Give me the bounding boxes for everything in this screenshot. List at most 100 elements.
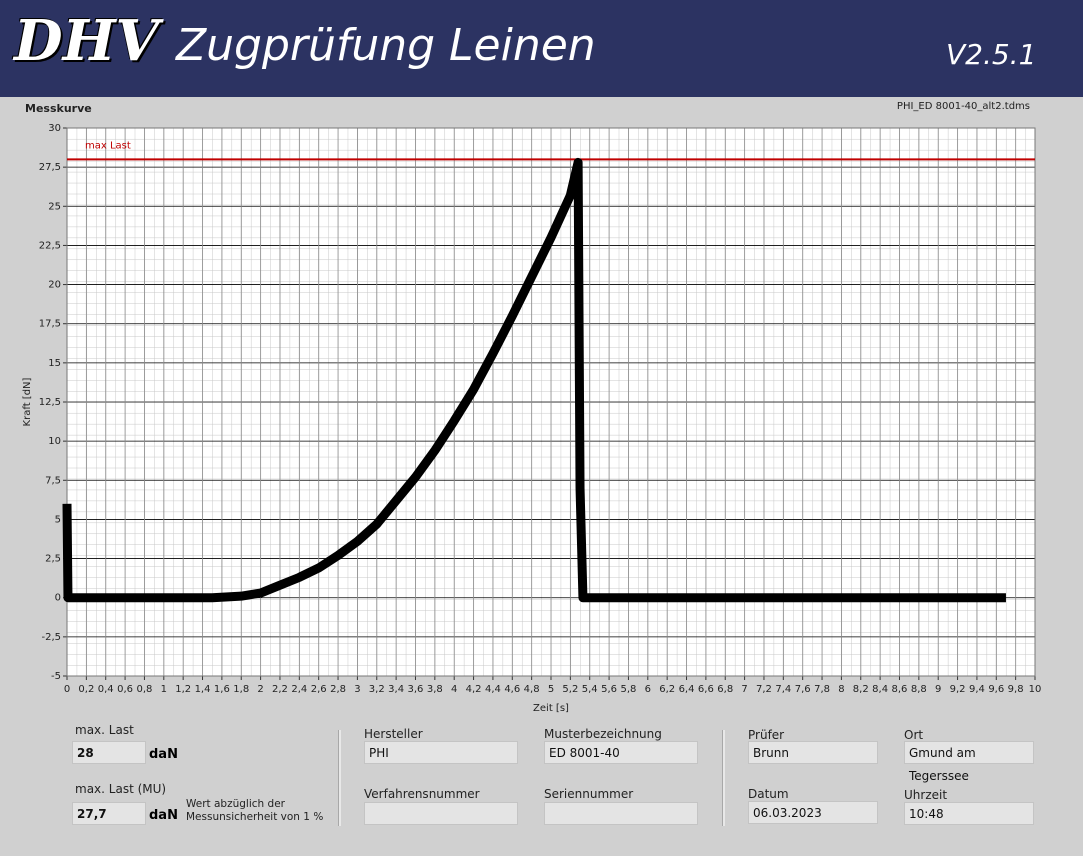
y-axis-title: Kraft [dN] xyxy=(22,377,33,426)
x-tick-label: 6 xyxy=(645,684,651,695)
x-tick-label: 7,4 xyxy=(775,684,791,695)
x-tick-label: 1,8 xyxy=(233,684,249,695)
x-tick-label: 8,2 xyxy=(853,684,869,695)
y-tick-label: 27,5 xyxy=(39,162,61,173)
y-tick-label: 10 xyxy=(48,436,61,447)
x-tick-label: 2 xyxy=(257,684,263,695)
info-field: PHI xyxy=(364,741,518,764)
info-field xyxy=(364,802,518,825)
y-tick-label: -5 xyxy=(51,671,61,682)
x-tick-label: 3,2 xyxy=(369,684,385,695)
x-tick-label: 2,8 xyxy=(330,684,346,695)
x-tick-label: 0,2 xyxy=(78,684,94,695)
field-label: max. Last xyxy=(75,723,134,737)
info-field xyxy=(544,802,698,825)
x-tick-label: 10 xyxy=(1029,684,1042,695)
x-tick-label: 0,6 xyxy=(117,684,133,695)
info-field: 10:48 xyxy=(904,802,1034,825)
field-label: Musterbezeichnung xyxy=(544,727,662,741)
field-label: Seriennummer xyxy=(544,787,634,801)
y-tick-label: 30 xyxy=(48,123,61,134)
logo: DHV xyxy=(14,8,159,74)
info-field: Gmund am Tegerssee xyxy=(904,741,1034,783)
header: DHV Zugprüfung Leinen V2.5.1 xyxy=(0,0,1083,97)
x-tick-label: 8,4 xyxy=(872,684,888,695)
x-tick-label: 5,4 xyxy=(582,684,598,695)
info-field: 06.03.2023 xyxy=(748,801,878,824)
x-tick-label: 1,2 xyxy=(175,684,191,695)
x-tick-label: 0,4 xyxy=(98,684,114,695)
x-tick-label: 1 xyxy=(161,684,167,695)
x-tick-label: 2,4 xyxy=(291,684,307,695)
x-tick-label: 8 xyxy=(838,684,844,695)
field-label: Prüfer xyxy=(748,728,785,742)
x-tick-label: 9,4 xyxy=(969,684,985,695)
field-label: Verfahrensnummer xyxy=(364,787,480,801)
x-tick-label: 9,2 xyxy=(950,684,966,695)
x-tick-label: 1,4 xyxy=(195,684,211,695)
max-label: max Last xyxy=(85,140,131,151)
x-tick-label: 7 xyxy=(741,684,747,695)
panel-title: Messkurve xyxy=(25,102,92,115)
x-tick-label: 0 xyxy=(64,684,70,695)
unit: daN xyxy=(149,808,178,823)
field-label: Uhrzeit xyxy=(904,788,948,802)
y-tick-label: 5 xyxy=(55,514,61,525)
note: Wert abzüglich der Messunsicherheit von … xyxy=(186,798,324,823)
x-tick-label: 7,8 xyxy=(814,684,830,695)
field-label: max. Last (MU) xyxy=(75,782,167,796)
y-tick-label: 0 xyxy=(55,593,61,604)
y-tick-label: 17,5 xyxy=(39,319,61,330)
force-curve xyxy=(62,157,1006,603)
chart: Messkurve PHI_ED 8001-40_alt2.tdms Zeit … xyxy=(22,101,1042,714)
x-tick-label: 5 xyxy=(548,684,554,695)
x-tick-label: 0,8 xyxy=(136,684,152,695)
separator xyxy=(338,730,341,826)
x-tick-label: 4,4 xyxy=(485,684,501,695)
x-tick-label: 9,8 xyxy=(1008,684,1024,695)
plot-border xyxy=(66,127,1036,677)
x-tick-label: 5,2 xyxy=(562,684,578,695)
x-tick-label: 4 xyxy=(451,684,457,695)
x-tick-label: 8,6 xyxy=(892,684,908,695)
x-tick-label: 3,6 xyxy=(408,684,424,695)
result-field: 28 xyxy=(72,741,146,764)
file-name: PHI_ED 8001-40_alt2.tdms xyxy=(897,101,1030,112)
x-tick-label: 7,6 xyxy=(795,684,811,695)
y-tick-label: 15 xyxy=(48,358,61,369)
x-tick-label: 4,6 xyxy=(504,684,520,695)
x-tick-label: 2,2 xyxy=(272,684,288,695)
x-tick-label: 3,8 xyxy=(427,684,443,695)
x-tick-label: 6,4 xyxy=(679,684,695,695)
x-tick-label: 5,6 xyxy=(601,684,617,695)
y-tick-label: 12,5 xyxy=(39,397,61,408)
y-tick-label: 7,5 xyxy=(45,475,61,486)
x-tick-label: 4,8 xyxy=(524,684,540,695)
field-label: Ort xyxy=(904,728,924,742)
x-tick-label: 1,6 xyxy=(214,684,230,695)
x-tick-label: 4,2 xyxy=(466,684,482,695)
info-field: ED 8001-40 xyxy=(544,741,698,764)
x-tick-label: 3 xyxy=(354,684,360,695)
y-tick-label: 25 xyxy=(48,201,61,212)
x-tick-label: 7,2 xyxy=(756,684,772,695)
unit: daN xyxy=(149,747,178,762)
y-tick-label: 2,5 xyxy=(45,554,61,565)
y-tick-label: -2,5 xyxy=(41,632,61,643)
x-tick-label: 5,8 xyxy=(620,684,636,695)
x-tick-label: 6,6 xyxy=(698,684,714,695)
x-tick-label: 6,8 xyxy=(717,684,733,695)
y-tick-label: 20 xyxy=(48,280,61,291)
field-label: Datum xyxy=(748,787,789,801)
separator xyxy=(722,730,725,826)
x-tick-label: 3,4 xyxy=(388,684,404,695)
x-tick-label: 6,2 xyxy=(659,684,675,695)
x-tick-label: 9,6 xyxy=(988,684,1004,695)
x-axis-title: Zeit [s] xyxy=(533,703,569,714)
app-title: Zugprüfung Leinen xyxy=(176,20,596,71)
y-tick-label: 22,5 xyxy=(39,240,61,251)
x-tick-label: 9 xyxy=(935,684,941,695)
x-tick-label: 2,6 xyxy=(311,684,327,695)
x-tick-label: 8,8 xyxy=(911,684,927,695)
